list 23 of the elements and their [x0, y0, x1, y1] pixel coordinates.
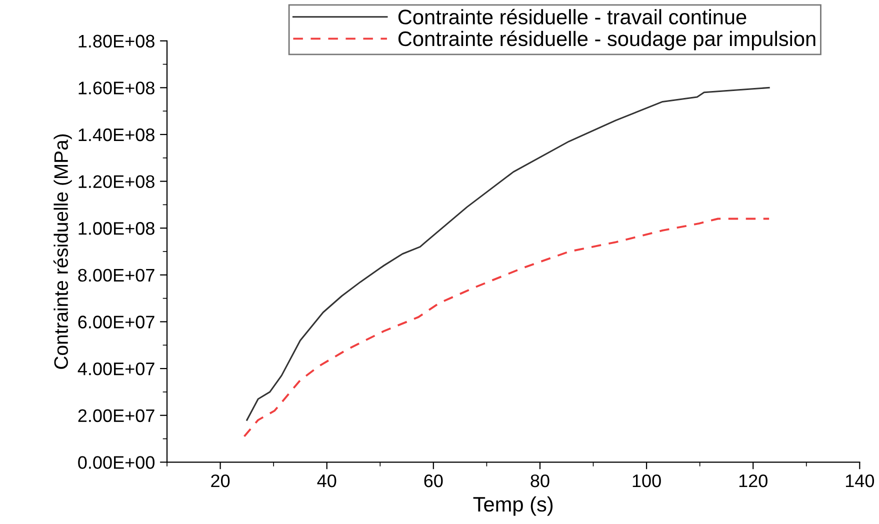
x-tick-label: 80	[530, 474, 550, 488]
y-tick-label: 6.00E+07	[78, 316, 154, 328]
y-tick-label: 0.00E+00	[78, 456, 154, 469]
y-tick-label: 1.00E+08	[78, 222, 154, 235]
x-tick-label: 100	[632, 474, 661, 488]
y-tick-label: 1.80E+08	[78, 34, 154, 48]
legend-label: Contrainte résiduelle - travail continue	[398, 8, 746, 24]
x-tick-label: 120	[739, 474, 768, 488]
y-tick-label: 4.00E+07	[78, 362, 154, 376]
x-tick-label: 140	[846, 474, 874, 488]
y-tick-label: 8.00E+07	[78, 268, 154, 282]
y-tick-label: 2.00E+07	[78, 409, 154, 422]
y-tick-label: 1.20E+08	[78, 175, 154, 188]
line-series	[243, 218, 770, 438]
y-axis-title: Contrainte résiduelle (MPa)	[53, 134, 72, 369]
legend-label: Contrainte résiduelle - soudage par impulsion	[398, 30, 816, 50]
x-axis-title: Temp (s)	[473, 496, 553, 516]
x-tick-label: 60	[424, 474, 443, 488]
y-tick-label: 1.40E+08	[78, 128, 154, 142]
y-tick-label: 1.60E+08	[78, 82, 154, 94]
x-tick-label: 40	[317, 474, 336, 488]
x-tick-label: 20	[211, 474, 230, 488]
line-series	[246, 86, 770, 421]
